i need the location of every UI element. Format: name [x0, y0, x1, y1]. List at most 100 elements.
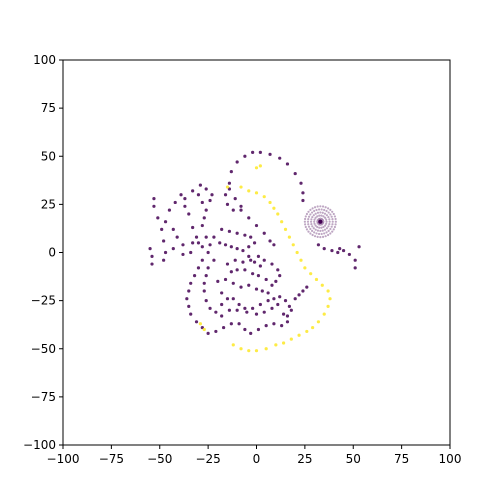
cluster-point	[317, 208, 321, 211]
data-point	[276, 302, 280, 307]
cluster-point	[307, 230, 310, 233]
data-point	[254, 223, 259, 228]
data-point	[272, 322, 276, 326]
data-point	[163, 250, 168, 255]
cluster-point	[329, 227, 332, 231]
cluster-point	[311, 207, 314, 210]
cluster-point	[314, 212, 317, 215]
data-point	[189, 281, 193, 285]
data-point	[194, 320, 199, 324]
data-point	[212, 258, 216, 262]
cluster-point	[329, 213, 332, 216]
cluster-point	[320, 208, 323, 211]
cluster-point	[315, 232, 318, 235]
cluster-point	[328, 222, 331, 226]
cluster-point	[310, 222, 313, 226]
data-point	[262, 195, 266, 199]
data-point	[254, 349, 259, 353]
data-point	[311, 325, 315, 330]
data-point	[353, 266, 357, 270]
data-point	[293, 297, 297, 301]
data-point	[278, 274, 282, 278]
y-tick-label: 100	[33, 53, 56, 67]
cluster-point	[316, 220, 319, 223]
data-point	[227, 181, 232, 185]
cluster-point	[322, 215, 325, 218]
cluster-point	[333, 225, 337, 229]
data-point	[229, 170, 233, 174]
data-point	[223, 193, 228, 197]
data-point	[254, 166, 259, 170]
data-point	[326, 304, 330, 308]
cluster-point	[307, 225, 311, 228]
data-point	[295, 250, 299, 255]
y-tick-label: 50	[41, 149, 56, 163]
cluster-point	[309, 227, 312, 231]
cluster-point	[307, 218, 310, 221]
data-point	[189, 312, 193, 316]
cluster-point	[307, 215, 311, 218]
cluster-point	[334, 217, 337, 221]
cluster-point	[320, 232, 323, 236]
cluster-point	[314, 228, 317, 231]
y-axis-ticks: 100 75 50 25 0 −25 −50 −75 −100	[23, 53, 63, 452]
data-point	[222, 325, 226, 330]
data-point	[204, 235, 208, 239]
data-point	[220, 227, 224, 231]
data-point	[200, 223, 204, 228]
data-point	[220, 291, 224, 295]
data-point	[204, 274, 208, 278]
data-point	[225, 262, 230, 266]
data-point	[214, 329, 218, 334]
cluster-point	[325, 227, 329, 230]
x-tick-label: 100	[439, 452, 462, 466]
data-point	[167, 208, 172, 212]
data-point	[200, 258, 204, 262]
data-point	[249, 331, 253, 335]
data-point	[262, 231, 266, 235]
cluster-point	[325, 209, 328, 213]
data-point	[225, 297, 230, 301]
data-point	[254, 312, 259, 316]
data-point	[162, 258, 166, 262]
cluster-point	[321, 211, 324, 214]
y-tick-label: −75	[31, 390, 56, 404]
cluster-point	[313, 206, 317, 209]
data-point	[162, 239, 166, 243]
cluster-point	[325, 231, 328, 234]
cluster-point	[330, 225, 333, 228]
cluster-point	[328, 218, 331, 221]
cluster-point	[310, 211, 314, 214]
cluster-point	[307, 223, 310, 226]
data-point	[239, 204, 243, 208]
data-point	[233, 258, 237, 262]
cluster-point	[316, 219, 319, 222]
cluster-point	[316, 215, 319, 218]
cluster-point	[322, 225, 325, 229]
cluster-point	[331, 210, 334, 213]
cluster-point	[318, 226, 321, 229]
data-point	[258, 302, 262, 307]
data-point	[181, 252, 185, 257]
data-point	[235, 308, 239, 312]
cluster-point	[304, 225, 307, 229]
cluster-point	[324, 235, 327, 238]
data-point	[181, 243, 185, 247]
data-point	[198, 322, 202, 326]
data-point	[239, 347, 243, 351]
cluster-center-point	[318, 219, 323, 224]
data-point	[243, 233, 247, 237]
data-point	[336, 250, 340, 255]
data-point	[235, 160, 239, 164]
x-axis-ticks: −100 −75 −50 −25 0 25 50 75 100	[47, 445, 462, 466]
cluster-point	[329, 232, 332, 235]
data-point	[249, 258, 253, 262]
data-point	[256, 274, 261, 278]
data-point	[187, 212, 191, 216]
cluster-point	[332, 228, 335, 231]
data-point	[175, 235, 179, 239]
cluster-point	[330, 215, 333, 218]
data-point	[206, 250, 210, 255]
data-point	[202, 289, 206, 293]
